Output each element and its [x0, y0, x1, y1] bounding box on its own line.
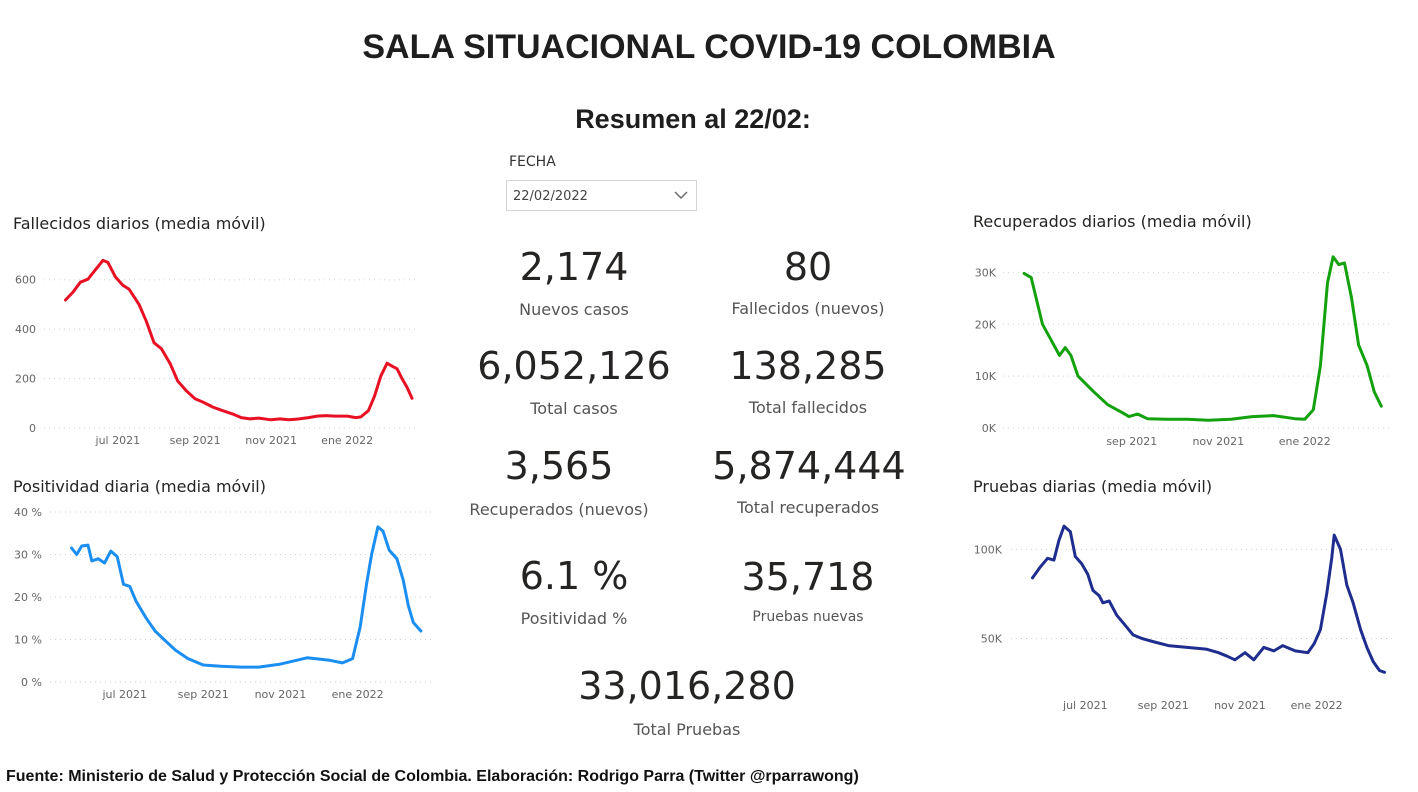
- x-tick-label: nov 2021: [245, 434, 297, 447]
- kpi-recuperados-nuevos-label: Recuperados (nuevos): [469, 500, 649, 519]
- y-tick-label: 0: [29, 422, 36, 435]
- chart-title-positividad: Positividad diaria (media móvil): [13, 477, 266, 496]
- y-tick-label: 50K: [981, 632, 1003, 645]
- y-tick-label: 0K: [982, 422, 997, 435]
- kpi-fallecidos-nuevos-value: 80: [783, 245, 833, 289]
- date-slicer-dropdown[interactable]: 22/02/2022: [506, 180, 697, 211]
- y-tick-label: 200: [15, 373, 36, 386]
- source-footer: Fuente: Ministerio de Salud y Protección…: [6, 768, 859, 785]
- kpi-total-pruebas-value: 33,016,280: [578, 664, 796, 708]
- series-line-recuperados: [1022, 255, 1383, 422]
- x-tick-label: sep 2021: [170, 434, 221, 447]
- kpi-total-pruebas-label: Total Pruebas: [633, 720, 741, 739]
- kpi-pruebas-nuevas-label: Pruebas nuevas: [752, 609, 864, 625]
- x-tick-label: ene 2022: [321, 434, 373, 447]
- kpi-positividad-value: 6.1 %: [519, 554, 629, 598]
- x-tick-label: nov 2021: [255, 688, 307, 701]
- kpi-total-casos-value: 6,052,126: [477, 344, 671, 388]
- kpi-fallecidos-nuevos-label: Fallecidos (nuevos): [731, 299, 885, 318]
- kpi-positividad-label: Positividad %: [520, 609, 628, 628]
- x-tick-label: nov 2021: [1214, 699, 1266, 712]
- kpi-pruebas-nuevas-value: 35,718: [741, 555, 875, 599]
- chart-title-fallecidos: Fallecidos diarios (media móvil): [13, 214, 266, 233]
- chart-title-recuperados: Recuperados diarios (media móvil): [973, 212, 1252, 231]
- kpi-total-casos-label: Total casos: [530, 399, 618, 418]
- y-tick-label: 20 %: [14, 591, 42, 604]
- date-slicer-label: FECHA: [509, 154, 556, 170]
- x-tick-label: sep 2021: [1106, 435, 1157, 448]
- y-tick-label: 20K: [975, 318, 997, 331]
- kpi-recuperados-nuevos-value: 3,565: [504, 444, 614, 488]
- y-tick-label: 100K: [974, 543, 1003, 556]
- x-tick-label: ene 2022: [332, 688, 384, 701]
- y-tick-label: 10K: [975, 370, 997, 383]
- x-tick-label: jul 2021: [95, 434, 141, 447]
- kpi-total-fallecidos-label: Total fallecidos: [748, 398, 868, 417]
- y-tick-label: 0 %: [21, 676, 42, 689]
- x-tick-label: sep 2021: [178, 688, 229, 701]
- series-line-fallecidos: [64, 258, 414, 422]
- x-tick-label: sep 2021: [1138, 699, 1189, 712]
- series-line-positividad: [70, 525, 423, 669]
- kpi-nuevos-casos-value: 2,174: [519, 245, 629, 289]
- x-tick-label: nov 2021: [1192, 435, 1244, 448]
- x-tick-label: jul 2021: [1062, 699, 1108, 712]
- x-tick-label: ene 2022: [1291, 699, 1343, 712]
- kpi-nuevos-casos-label: Nuevos casos: [519, 300, 629, 319]
- y-tick-label: 40 %: [14, 506, 42, 519]
- y-tick-label: 400: [15, 323, 36, 336]
- y-tick-label: 600: [15, 274, 36, 287]
- page-title: SALA SITUACIONAL COVID-19 COLOMBIA: [362, 28, 1056, 66]
- x-tick-label: ene 2022: [1279, 435, 1331, 448]
- chart-title-pruebas: Pruebas diarias (media móvil): [973, 477, 1213, 496]
- chevron-down-icon: [674, 191, 688, 199]
- x-tick-label: jul 2021: [101, 688, 147, 701]
- kpi-total-recuperados-label: Total recuperados: [736, 498, 880, 517]
- kpi-total-recuperados-value: 5,874,444: [712, 444, 906, 488]
- y-tick-label: 10 %: [14, 634, 42, 647]
- page-subtitle: Resumen al 22/02:: [575, 104, 811, 134]
- series-line-pruebas: [1031, 524, 1386, 674]
- y-tick-label: 30K: [975, 266, 997, 279]
- y-tick-label: 30 %: [14, 549, 42, 562]
- kpi-total-fallecidos-value: 138,285: [729, 344, 887, 388]
- date-slicer-value: 22/02/2022: [513, 189, 588, 204]
